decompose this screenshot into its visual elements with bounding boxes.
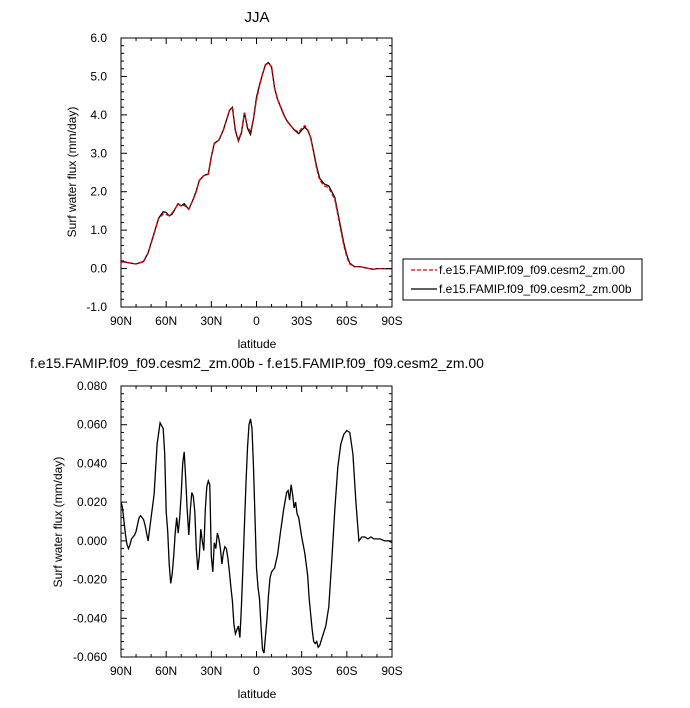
top-x-tick-label: 60S: [336, 314, 357, 328]
top-y-tick-label: 0.0: [90, 262, 107, 276]
top-x-tick-label: 90S: [381, 314, 402, 328]
bottom-y-tick-label: 0.060: [77, 418, 107, 432]
top-chart-title: JJA: [244, 9, 269, 26]
bottom-x-tick-label: 90S: [381, 664, 402, 678]
bottom-x-axis-label: latitude: [238, 687, 277, 701]
top-series-line-2: [120, 61, 392, 270]
top-y-tick-label: 5.0: [90, 69, 107, 83]
legend-label-1: f.e15.FAMIP.f09_f09.cesm2_zm.00: [439, 263, 625, 277]
bottom-x-tick-label: 60S: [336, 664, 357, 678]
bottom-y-tick-label: 0.080: [77, 379, 107, 393]
legend: f.e15.FAMIP.f09_f09.cesm2_zm.00 f.e15.FA…: [402, 258, 643, 301]
bottom-y-tick-label: 0.020: [77, 495, 107, 509]
top-x-axis-label: latitude: [238, 337, 277, 351]
top-y-tick-label: 2.0: [90, 185, 107, 199]
top-x-tick-label: 0: [253, 314, 260, 328]
legend-label-2: f.e15.FAMIP.f09_f09.cesm2_zm.00b: [439, 282, 632, 296]
top-plot-frame: [120, 37, 393, 308]
bottom-x-tick-label: 60N: [155, 664, 177, 678]
bottom-x-tick-label: 30S: [291, 664, 312, 678]
top-y-axis-label: Surf water flux (mm/day): [65, 107, 79, 238]
bottom-y-tick-label: -0.060: [73, 650, 107, 664]
top-x-tick-label: 30S: [291, 314, 312, 328]
top-y-tick-label: 6.0: [90, 31, 107, 45]
bottom-y-tick-label: -0.040: [73, 611, 107, 625]
bottom-x-tick-label: 30N: [200, 664, 222, 678]
bottom-y-axis-label: Surf water flux (mm/day): [51, 457, 65, 588]
bottom-x-tick-label: 0: [253, 664, 260, 678]
bottom-chart-title: f.e15.FAMIP.f09_f09.cesm2_zm.00b - f.e15…: [30, 355, 484, 371]
top-series-line-1: [120, 62, 392, 270]
bottom-y-tick-label: 0.000: [77, 534, 107, 548]
top-y-tick-label: 4.0: [90, 108, 107, 122]
bottom-y-tick-label: -0.020: [73, 573, 107, 587]
top-y-tick-label: 1.0: [90, 223, 107, 237]
bottom-panel: f.e15.FAMIP.f09_f09.cesm2_zm.00b - f.e15…: [30, 355, 484, 701]
top-y-tick-label: 3.0: [90, 146, 107, 160]
top-x-tick-label: 30N: [200, 314, 222, 328]
legend-box: [402, 258, 643, 301]
top-x-tick-label: 90N: [110, 314, 132, 328]
top-panel: JJA 90N 60N 30N 0 30S 60S 90S -1.0 0.0 1.0 2.0 3.0 4…: [65, 9, 403, 351]
top-y-tick-label: -1.0: [86, 300, 107, 314]
top-x-tick-label: 60N: [155, 314, 177, 328]
bottom-series-line-1: [120, 418, 393, 654]
bottom-x-tick-label: 90N: [110, 664, 132, 678]
bottom-y-tick-label: 0.040: [77, 456, 107, 470]
